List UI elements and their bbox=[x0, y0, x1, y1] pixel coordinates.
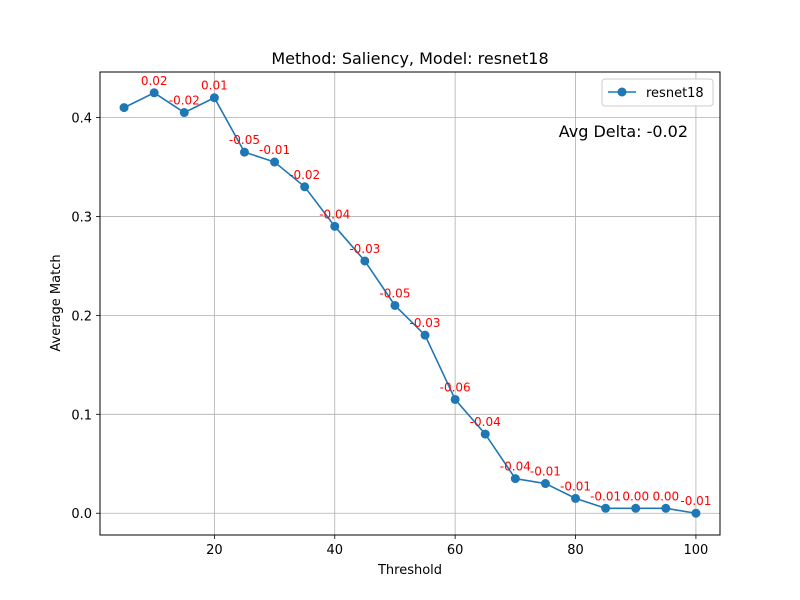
delta-label: -0.01 bbox=[680, 494, 711, 508]
x-tick-label: 100 bbox=[684, 543, 709, 558]
delta-label: -0.04 bbox=[500, 460, 531, 474]
data-point bbox=[480, 429, 490, 439]
data-point bbox=[540, 479, 550, 489]
x-tick-label: 80 bbox=[567, 543, 584, 558]
delta-label: 0.00 bbox=[652, 489, 679, 503]
y-tick-label: 0.1 bbox=[71, 408, 92, 423]
delta-label: -0.04 bbox=[470, 415, 501, 429]
y-tick-label: 0.3 bbox=[71, 210, 92, 225]
grid-lines bbox=[100, 72, 720, 535]
x-tick-label: 20 bbox=[206, 543, 223, 558]
data-point bbox=[119, 103, 129, 113]
delta-label: -0.01 bbox=[590, 489, 621, 503]
data-point bbox=[149, 88, 159, 98]
delta-label: 0.02 bbox=[141, 74, 168, 88]
data-point bbox=[390, 300, 400, 310]
delta-label: -0.03 bbox=[410, 316, 441, 330]
series-layer bbox=[119, 88, 701, 518]
data-point bbox=[510, 474, 520, 484]
data-point bbox=[330, 221, 340, 231]
legend-dot-marker bbox=[617, 87, 627, 97]
data-point bbox=[450, 394, 460, 404]
delta-label: 0.00 bbox=[622, 489, 649, 503]
y-tick-label: 0.0 bbox=[71, 507, 92, 522]
data-point bbox=[300, 182, 310, 192]
y-axis-ticks: 0.0 0.1 0.2 0.3 0.4 bbox=[71, 112, 100, 522]
delta-label: -0.02 bbox=[289, 168, 320, 182]
y-tick-label: 0.4 bbox=[71, 112, 92, 127]
data-point bbox=[661, 503, 671, 513]
delta-label: -0.05 bbox=[379, 286, 410, 300]
x-tick-label: 60 bbox=[447, 543, 464, 558]
legend-box bbox=[601, 78, 714, 107]
avg-delta-annotation: Avg Delta: -0.02 bbox=[559, 122, 688, 141]
legend-label-resnet18: resnet18 bbox=[646, 86, 704, 101]
delta-label: -0.06 bbox=[440, 380, 471, 394]
x-axis-ticks: 20 40 60 80 100 bbox=[206, 535, 708, 558]
delta-label: 0.01 bbox=[201, 79, 228, 93]
delta-label: -0.02 bbox=[169, 94, 200, 108]
delta-label: -0.01 bbox=[560, 479, 591, 493]
data-point bbox=[239, 147, 249, 157]
data-point bbox=[270, 157, 280, 167]
delta-label: -0.01 bbox=[530, 465, 561, 479]
y-axis-label: Average Match bbox=[49, 254, 64, 351]
data-point bbox=[601, 503, 611, 513]
y-tick-label: 0.2 bbox=[71, 309, 92, 324]
delta-label: -0.04 bbox=[319, 207, 350, 221]
x-tick-label: 40 bbox=[326, 543, 343, 558]
data-point bbox=[631, 503, 641, 513]
chart-title: Method: Saliency, Model: resnet18 bbox=[271, 49, 548, 68]
delta-labels: 0.02-0.020.01-0.05-0.01-0.02-0.04-0.03-0… bbox=[141, 74, 712, 508]
data-point bbox=[179, 108, 189, 118]
data-point bbox=[571, 493, 581, 503]
plot-frame bbox=[99, 71, 721, 536]
delta-label: -0.03 bbox=[349, 242, 380, 256]
x-axis-label: Threshold bbox=[377, 563, 442, 578]
delta-label: -0.01 bbox=[259, 143, 290, 157]
data-point bbox=[209, 93, 219, 103]
data-point bbox=[691, 508, 701, 518]
series-line-resnet18 bbox=[123, 91, 697, 515]
legend: resnet18 bbox=[601, 78, 714, 107]
delta-label: -0.05 bbox=[229, 133, 260, 147]
data-point bbox=[420, 330, 430, 340]
data-point bbox=[360, 256, 370, 266]
